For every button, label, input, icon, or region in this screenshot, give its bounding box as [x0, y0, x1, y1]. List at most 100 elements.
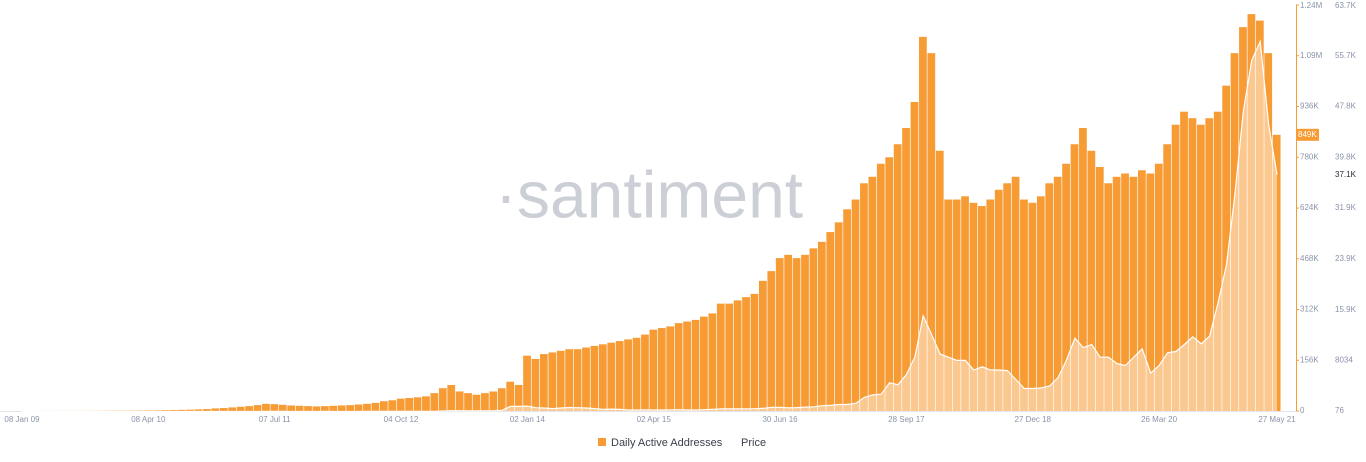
watermark: ·santiment [495, 157, 803, 231]
bar [910, 101, 919, 412]
y2-tick-label: 63.7K [1335, 1, 1357, 10]
bar [379, 401, 388, 411]
bar [657, 328, 666, 411]
bar [826, 232, 835, 411]
bar [531, 358, 540, 411]
bar [506, 381, 515, 411]
bar [817, 241, 826, 411]
bar [632, 337, 641, 411]
bar [843, 209, 851, 411]
bar [1003, 183, 1012, 411]
bar [337, 405, 346, 411]
bar [961, 196, 969, 411]
bar [834, 222, 843, 411]
bar [1230, 53, 1239, 412]
y-tick-label: 780K [1300, 152, 1319, 161]
bar [438, 388, 447, 411]
bar [363, 403, 371, 411]
y2-tick-label: 31.9K [1335, 203, 1357, 212]
bar [716, 303, 725, 411]
bar [1163, 144, 1172, 411]
bar [868, 176, 877, 411]
bar [582, 347, 590, 411]
bar [169, 410, 178, 411]
bar [902, 127, 910, 411]
bar [615, 341, 624, 411]
y2-tick-label: 15.9K [1335, 305, 1357, 314]
bar [700, 316, 708, 411]
bar [236, 406, 245, 411]
x-tick-label: 08 Apr 10 [131, 415, 166, 424]
bar [649, 329, 658, 411]
bar [422, 396, 430, 411]
x-tick-label: 02 Jan 14 [510, 415, 546, 424]
y2-tick-label: 23.9K [1335, 254, 1357, 263]
bar [1205, 118, 1214, 411]
bar [969, 202, 978, 411]
bar [556, 350, 565, 411]
bar [624, 339, 632, 411]
bar [1087, 150, 1096, 411]
y2-tick-label: 47.8K [1335, 102, 1357, 111]
bar [801, 254, 809, 411]
x-tick-label: 26 Mar 20 [1141, 415, 1178, 424]
bar [683, 321, 691, 411]
bar [430, 393, 439, 411]
bar [986, 199, 995, 411]
price-area [22, 41, 1277, 412]
bar [514, 384, 523, 411]
y-tick-label: 1.24M [1300, 1, 1323, 10]
bar [944, 199, 953, 411]
bar [607, 342, 616, 411]
bar [1062, 163, 1070, 411]
bar [1222, 85, 1231, 411]
last-value-label: 37.1K [1335, 170, 1357, 179]
bar [1079, 127, 1087, 411]
bar [219, 408, 228, 411]
bar [354, 404, 363, 411]
bar [674, 323, 683, 411]
bar [994, 189, 1003, 411]
bar [775, 258, 784, 411]
y2-tick-label: 8034 [1335, 355, 1353, 364]
bar [750, 293, 759, 411]
x-tick-label: 08 Jan 09 [4, 415, 40, 424]
bar [1028, 202, 1037, 411]
bar [860, 183, 868, 411]
bar [1239, 27, 1247, 411]
bar [447, 384, 456, 411]
bar [405, 397, 413, 411]
bar [1070, 144, 1079, 411]
bar [278, 404, 287, 411]
y-tick-label: 0 [1300, 406, 1305, 415]
bar [1247, 14, 1256, 411]
bar [1264, 53, 1273, 412]
y2-tick-label: 55.7K [1335, 51, 1357, 60]
bar [784, 254, 793, 411]
bar [1255, 20, 1264, 411]
bar [725, 303, 734, 411]
bar [598, 344, 607, 411]
bar [691, 319, 700, 411]
x-tick-label: 02 Apr 15 [637, 415, 672, 424]
bar [304, 406, 312, 411]
bar [1180, 111, 1188, 411]
bar [952, 199, 961, 411]
bar [295, 405, 304, 411]
bar [472, 394, 481, 411]
bar [742, 297, 750, 411]
legend-label: Price [741, 437, 766, 449]
y-tick-label: 312K [1300, 305, 1319, 314]
bar [497, 388, 506, 411]
y-tick-label: 156K [1300, 355, 1319, 364]
x-tick-label: 28 Sep 17 [888, 415, 925, 424]
x-tick-label: 27 Dec 18 [1015, 415, 1052, 424]
bar [851, 199, 860, 411]
bar [152, 410, 161, 411]
bar [590, 345, 599, 411]
bar [573, 349, 582, 411]
price-line [22, 39, 1278, 413]
y2-tick-label: 39.8K [1335, 153, 1357, 162]
bar [371, 402, 380, 411]
bar [253, 405, 262, 411]
